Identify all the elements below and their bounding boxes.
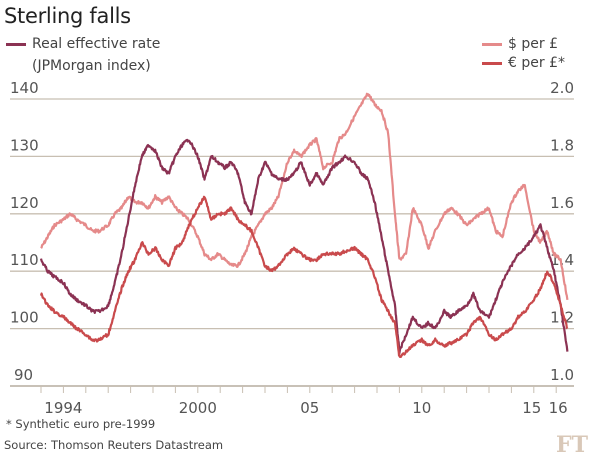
y-left-tick-110: 110: [10, 251, 39, 269]
x-axis: 1994 2000 05 10 15 16: [40, 386, 568, 417]
series-line-real-effective-rate: [39, 138, 569, 355]
y-left-tick-100: 100: [10, 309, 39, 327]
legend-label-usd: $ per £: [508, 36, 558, 52]
x-tick-label-10: 10: [412, 399, 431, 417]
series-line-usd-per-gbp: [40, 92, 569, 301]
y-left-tick-140: 140: [10, 79, 39, 97]
legend-label-real-effective: Real effective rate: [32, 36, 161, 52]
legend-real-effective-sub: (JPMorgan index): [32, 58, 151, 74]
legend-label-eur: € per £*: [508, 55, 565, 71]
y-right-tick-1.8: 1.8: [550, 136, 574, 154]
x-tick-label-05: 05: [300, 399, 319, 417]
legend-swatch-eur: [482, 61, 503, 65]
legend-usd-per-gbp: $ per £: [482, 36, 558, 52]
legend-real-effective-rate: Real effective rate: [6, 36, 160, 52]
y-axis-left-labels: 140 130 120 110 100 90: [10, 79, 39, 384]
ft-logo: FT: [556, 432, 588, 458]
y-left-tick-120: 120: [10, 194, 39, 212]
series-line-eur-per-gbp: [39, 195, 569, 358]
gridlines: [10, 98, 574, 387]
x-tick-label-16: 16: [549, 399, 568, 417]
legend-eur-per-gbp: € per £*: [482, 55, 565, 71]
y-left-tick-130: 130: [10, 136, 39, 154]
y-right-tick-2.0: 2.0: [550, 79, 574, 97]
x-tick-label-15: 15: [522, 399, 541, 417]
legend-swatch-usd: [482, 42, 503, 46]
x-tick-label-1994: 1994: [44, 399, 82, 417]
y-axis-right-labels: 2.01.81.61.41.21.0: [550, 79, 574, 384]
y-left-tick-90: 90: [14, 366, 33, 384]
y-right-tick-1.0: 1.0: [550, 366, 574, 384]
legend-swatch-real-effective: [6, 42, 26, 46]
y-right-tick-1.6: 1.6: [550, 194, 574, 212]
series-lines: [39, 92, 569, 358]
footnote: * Synthetic euro pre-1999: [6, 417, 156, 431]
chart-title: Sterling falls: [4, 4, 131, 28]
x-tick-label-2000: 2000: [179, 399, 217, 417]
source-note: Source: Thomson Reuters Datastream: [4, 438, 224, 452]
